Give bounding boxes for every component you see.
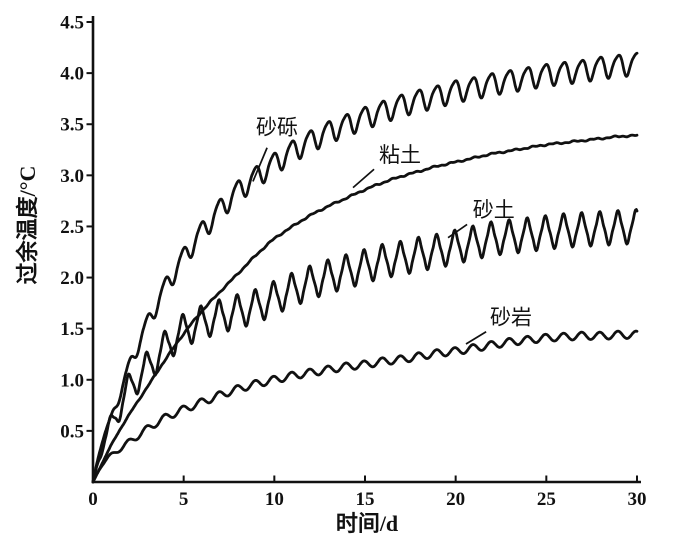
y-tick-label: 2.5: [60, 217, 84, 238]
y-axis-title: 过余温度/°C: [15, 166, 40, 285]
axes: 0 5 10 15 20 25 30 0.5 1.0 1.5 2.0 2.5 3.0 3.5 4.0 4.5: [60, 13, 646, 510]
x-tick-label: 5: [179, 489, 189, 510]
pointer-line-sand: [447, 223, 468, 239]
x-tick-label: 0: [88, 489, 98, 510]
series-label-gravel: 砂砾: [256, 115, 298, 139]
pointer-line-sandstone: [465, 331, 487, 345]
curve-clay: [91, 133, 639, 484]
y-tick-label: 3.5: [60, 115, 84, 136]
curve-gravel: [91, 51, 639, 484]
curve-sandstone: [91, 329, 639, 484]
x-tick-label: 25: [537, 489, 556, 510]
x-tick-label: 15: [355, 489, 374, 510]
x-tick-label: 10: [265, 489, 284, 510]
series-label-sand: 砂土: [473, 198, 515, 222]
y-tick-label: 4.5: [60, 13, 84, 34]
series-label-clay: 粘土: [379, 143, 421, 167]
x-tick-label: 30: [627, 489, 646, 510]
series-label-sandstone: 砂岩: [490, 305, 532, 329]
y-tick-label: 2.0: [60, 268, 84, 289]
y-tick-label: 1.0: [60, 370, 84, 391]
x-tick-label: 20: [446, 489, 465, 510]
x-axis-title: 时间/d: [336, 511, 398, 536]
curves: [91, 51, 639, 484]
y-tick-label: 4.0: [60, 64, 84, 85]
pointer-line-clay: [352, 168, 375, 189]
y-tick-label: 3.0: [60, 166, 84, 187]
pointer-line-gravel: [252, 147, 268, 182]
y-tick-label: 1.5: [60, 319, 84, 340]
y-tick-label: 0.5: [60, 421, 84, 442]
curve-sand: [91, 208, 639, 484]
